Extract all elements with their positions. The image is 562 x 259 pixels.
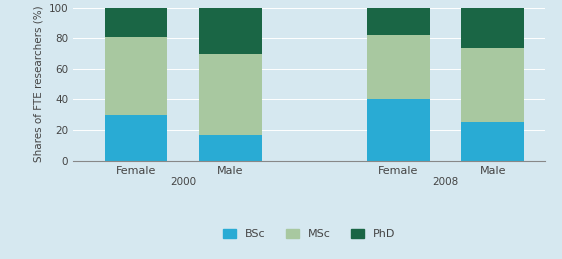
Y-axis label: Shares of FTE researchers (%): Shares of FTE researchers (%) <box>33 6 43 162</box>
Text: 2008: 2008 <box>432 177 459 187</box>
Bar <box>105 37 167 115</box>
Bar <box>199 8 262 54</box>
Bar <box>105 115 167 161</box>
Bar <box>199 54 262 135</box>
Bar <box>461 47 524 123</box>
Bar <box>367 8 430 35</box>
Bar <box>461 123 524 161</box>
Text: 2000: 2000 <box>170 177 196 187</box>
Bar <box>367 99 430 161</box>
Legend: BSc, MSc, PhD: BSc, MSc, PhD <box>219 224 400 244</box>
Bar <box>199 135 262 161</box>
Bar <box>461 8 524 47</box>
Bar <box>105 8 167 37</box>
Bar <box>367 35 430 99</box>
